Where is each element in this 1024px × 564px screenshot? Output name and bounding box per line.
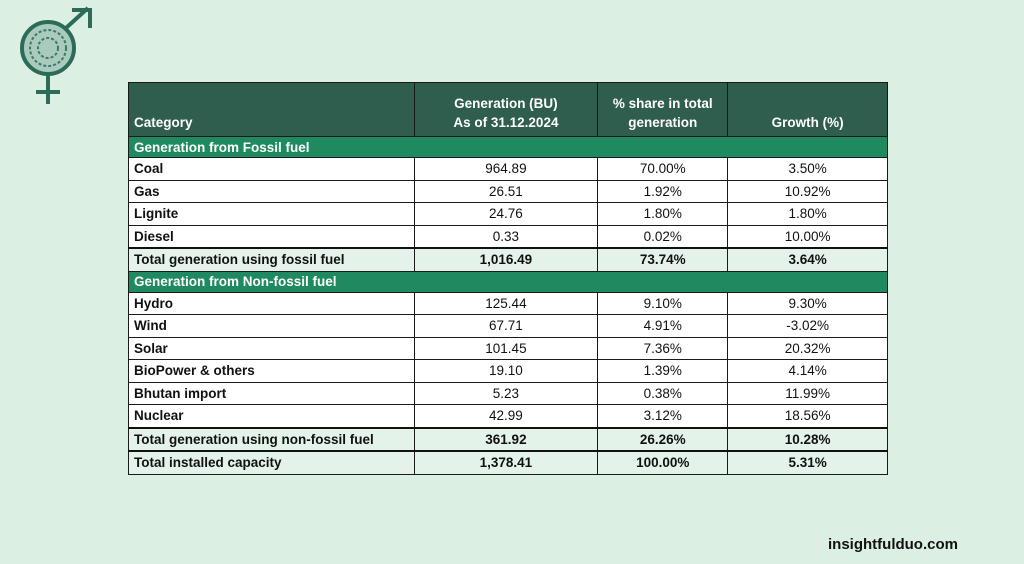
section-title: Generation from Non-fossil fuel [128,270,888,293]
generation-cell: 42.99 [413,404,599,428]
category-cell: Nuclear [128,404,415,428]
generation-table: Category Generation (BU) As of 31.12.2024… [128,82,888,475]
section-header-row: Generation from Non-fossil fuel [128,270,888,293]
growth-cell: -3.02% [727,314,888,338]
table-row: BioPower & others 19.10 1.39% 4.14% [128,359,888,383]
growth-cell: 3.64% [727,247,888,272]
site-url: insightfulduo.com [828,536,958,553]
share-cell: 0.02% [597,224,729,249]
growth-cell: 10.92% [727,179,888,203]
share-cell: 26.26% [597,426,729,452]
table-row: Lignite 24.76 1.80% 1.80% [128,202,888,226]
header-share: % share in total generation [597,82,729,137]
share-cell: 3.12% [597,404,729,428]
growth-cell: 10.00% [727,224,888,249]
share-cell: 70.00% [597,157,729,181]
section-header-row: Generation from Fossil fuel [128,136,888,158]
table-row: Gas 26.51 1.92% 10.92% [128,179,888,203]
generation-cell: 24.76 [413,202,599,226]
table-row: Diesel 0.33 0.02% 10.00% [128,224,888,249]
growth-cell: 20.32% [727,336,888,360]
table-row: Nuclear 42.99 3.12% 18.56% [128,404,888,428]
generation-cell: 67.71 [413,314,599,338]
category-cell: Coal [128,157,415,181]
share-cell: 1.39% [597,359,729,383]
generation-cell: 19.10 [413,359,599,383]
share-cell: 7.36% [597,336,729,360]
grand-total-row: Total installed capacity 1,378.41 100.00% 5… [128,450,888,475]
generation-cell: 0.33 [413,224,599,249]
growth-cell: 1.80% [727,202,888,226]
gender-symbol-logo-icon [20,6,92,104]
table-row: Coal 964.89 70.00% 3.50% [128,157,888,181]
section-title: Generation from Fossil fuel [128,136,888,158]
generation-cell: 125.44 [413,291,599,315]
category-cell: Bhutan import [128,381,415,405]
growth-cell: 18.56% [727,404,888,428]
header-category: Category [128,82,415,137]
growth-cell: 3.50% [727,157,888,181]
table-row: Wind 67.71 4.91% -3.02% [128,314,888,338]
growth-cell: 5.31% [727,450,888,475]
header-generation: Generation (BU) As of 31.12.2024 [413,82,599,137]
category-cell: Total installed capacity [128,450,415,475]
share-cell: 73.74% [597,247,729,272]
share-cell: 100.00% [597,450,729,475]
share-cell: 9.10% [597,291,729,315]
category-cell: Lignite [128,202,415,226]
share-cell: 1.92% [597,179,729,203]
share-cell: 0.38% [597,381,729,405]
share-cell: 1.80% [597,202,729,226]
category-cell: Hydro [128,291,415,315]
growth-cell: 10.28% [727,426,888,452]
generation-cell: 361.92 [413,426,599,452]
generation-cell: 964.89 [413,157,599,181]
table-row: Hydro 125.44 9.10% 9.30% [128,291,888,315]
category-cell: Total generation using non-fossil fuel [128,426,415,452]
table-row: Solar 101.45 7.36% 20.32% [128,336,888,360]
share-cell: 4.91% [597,314,729,338]
total-row: Total generation using fossil fuel 1,016.… [128,247,888,272]
category-cell: Total generation using fossil fuel [128,247,415,272]
category-cell: Wind [128,314,415,338]
growth-cell: 9.30% [727,291,888,315]
growth-cell: 4.14% [727,359,888,383]
table-header-row: Category Generation (BU) As of 31.12.2024… [128,82,888,137]
category-cell: Solar [128,336,415,360]
category-cell: Diesel [128,224,415,249]
generation-cell: 5.23 [413,381,599,405]
generation-cell: 1,378.41 [413,450,599,475]
generation-cell: 26.51 [413,179,599,203]
table-row: Bhutan import 5.23 0.38% 11.99% [128,381,888,405]
category-cell: BioPower & others [128,359,415,383]
category-cell: Gas [128,179,415,203]
generation-cell: 1,016.49 [413,247,599,272]
header-growth: Growth (%) [727,82,888,137]
growth-cell: 11.99% [727,381,888,405]
generation-cell: 101.45 [413,336,599,360]
total-row: Total generation using non-fossil fuel 36… [128,426,888,452]
